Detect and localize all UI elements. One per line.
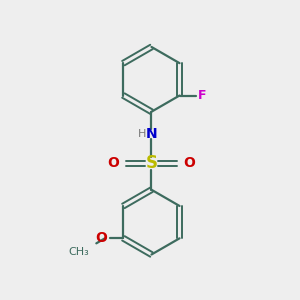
Text: S: S (146, 154, 158, 172)
Text: H: H (138, 129, 146, 139)
Text: CH₃: CH₃ (69, 247, 90, 257)
Text: F: F (198, 89, 206, 102)
Text: O: O (95, 231, 107, 245)
Text: O: O (184, 156, 195, 170)
Text: O: O (107, 156, 119, 170)
Text: N: N (146, 127, 157, 141)
